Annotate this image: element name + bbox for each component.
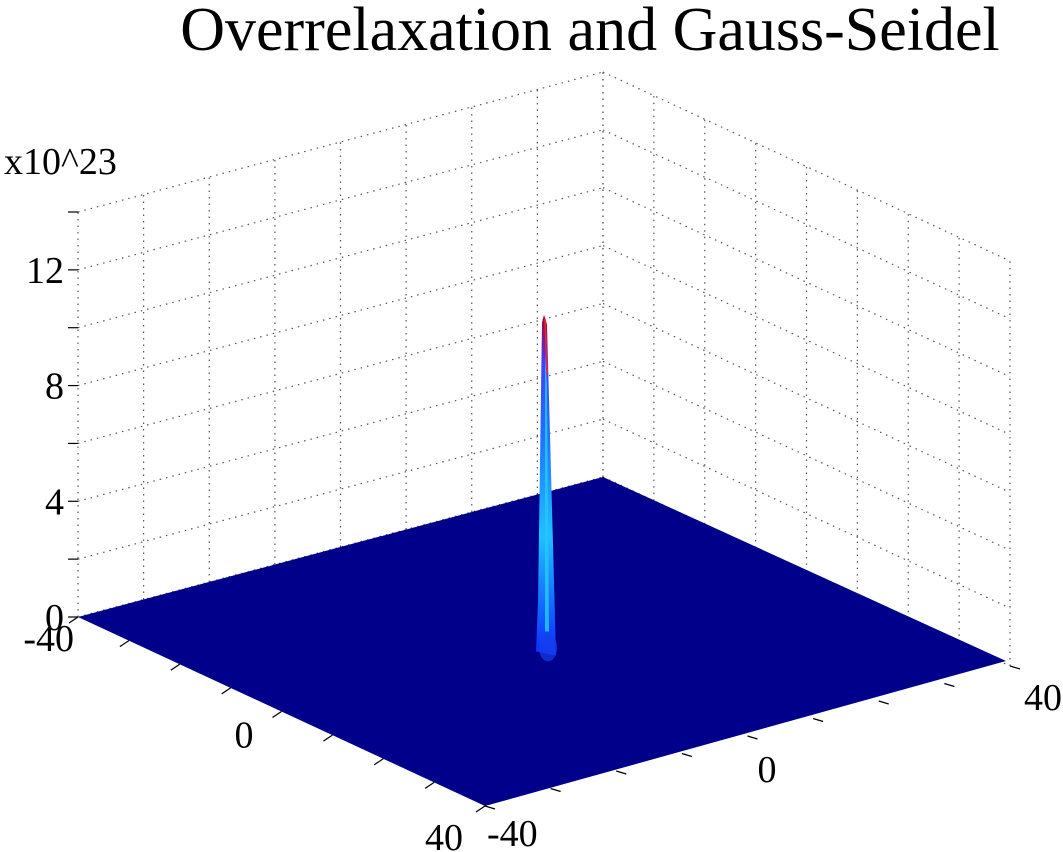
y-tick-label: 40 [1024,677,1062,719]
grid-back-walls [77,71,1011,667]
x-tick-label: 40 [425,817,463,852]
z-axis: 0 4 8 12 [26,211,78,639]
x-tick-mark [221,687,231,695]
y-tick-mark [550,787,561,793]
x-tick-mark [323,734,333,742]
z-tick-label: 12 [26,250,64,292]
grid-line [77,360,604,502]
y-tick-mark [681,752,693,758]
y-tick-mark [812,717,824,723]
y-tick-mark [1009,665,1021,670]
z-tick-label: 0 [45,597,64,639]
x-tick-mark [68,616,79,624]
grid-line [77,71,604,213]
x-tick-mark [475,805,486,813]
y-axis: -40 0 40 [484,665,1062,852]
y-tick-label: 0 [758,749,777,791]
peak-base-glow [539,633,557,662]
y-tick-mark [944,682,955,688]
x-tick-mark [170,663,181,671]
y-tick-mark [484,805,496,810]
x-axis: -40 0 40 [23,616,486,852]
x-tick-mark [424,781,435,789]
z-tick-label: 8 [45,366,64,408]
grid-line [602,245,1011,436]
grid-line [77,129,604,271]
x-tick-label: -40 [23,618,74,660]
chart-title: Overrelaxation and Gauss-Seidel [180,0,1000,64]
y-tick-label: -40 [487,813,538,852]
y-tick-mark [616,770,627,775]
z-tick-label: 4 [45,481,64,523]
y-tick-mark [747,735,758,740]
peak-ridge [544,318,548,375]
y-tick-mark [878,700,889,705]
x-tick-label: 0 [235,715,254,757]
x-tick-mark [373,758,384,766]
peak-highlight [545,354,549,632]
grid-line [602,302,1011,493]
surface-peak [536,314,557,662]
grid-line [602,187,1011,378]
x-tick-mark [272,711,282,718]
x-tick-mark [119,640,130,648]
z-exponent-label: x10^23 [4,141,117,183]
